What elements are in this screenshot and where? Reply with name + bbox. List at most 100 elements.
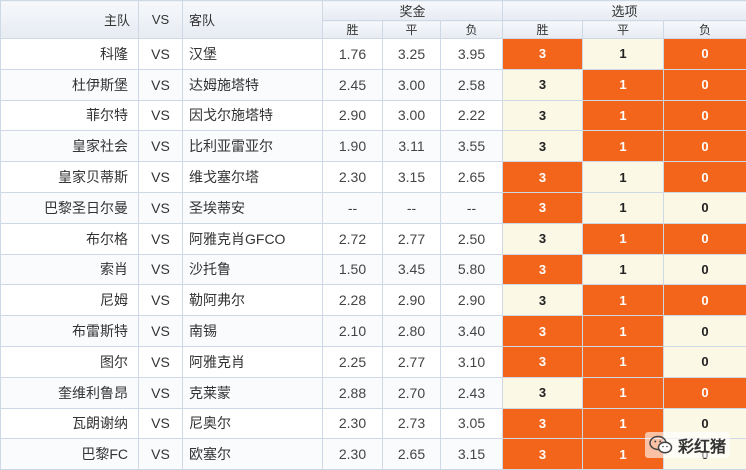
table-row: 图尔 VS 阿雅克肖 2.25 2.77 3.10 3 1 0 [0, 345, 746, 378]
option-lose[interactable]: 0 [663, 222, 746, 255]
option-draw[interactable]: 1 [582, 68, 665, 101]
option-lose[interactable]: 0 [663, 99, 746, 132]
odds-win: 2.30 [322, 407, 383, 440]
option-lose[interactable]: 0 [663, 253, 746, 286]
header-option-draw: 平 [582, 20, 665, 39]
option-draw[interactable]: 1 [582, 315, 665, 347]
option-lose[interactable]: 0 [663, 345, 746, 378]
option-draw[interactable]: 1 [582, 345, 665, 378]
option-win[interactable]: 3 [502, 161, 584, 193]
option-lose[interactable]: 0 [663, 376, 746, 409]
home-team: 巴黎圣日尔曼 [0, 191, 139, 224]
home-team: 皇家贝蒂斯 [0, 161, 139, 193]
header-bonus-draw: 平 [382, 20, 441, 39]
vs-label: VS [138, 222, 183, 255]
odds-lose: 3.15 [439, 438, 504, 470]
option-lose[interactable]: 0 [663, 191, 746, 224]
option-draw[interactable]: 1 [582, 161, 665, 193]
option-draw[interactable]: 1 [582, 284, 665, 317]
odds-win: 2.25 [322, 345, 383, 378]
table-row: 巴黎圣日尔曼 VS 圣埃蒂安 -- -- -- 3 1 0 [0, 191, 746, 224]
option-win[interactable]: 3 [502, 345, 584, 378]
table-row: 科隆 VS 汉堡 1.76 3.25 3.95 3 1 0 [0, 38, 746, 70]
option-win[interactable]: 3 [502, 38, 584, 70]
away-team: 比利亚雷亚尔 [182, 130, 323, 163]
home-team: 奎维利鲁昂 [0, 376, 139, 409]
odds-draw: 2.77 [382, 345, 441, 378]
odds-lose: 3.95 [439, 38, 504, 70]
header-away: 客队 [182, 0, 323, 39]
option-lose[interactable]: 0 [663, 161, 746, 193]
option-lose[interactable]: 0 [663, 315, 746, 347]
option-lose[interactable]: 0 [663, 130, 746, 163]
option-draw[interactable]: 1 [582, 253, 665, 286]
header-option-lose: 负 [663, 20, 746, 39]
odds-win: 2.28 [322, 284, 383, 317]
option-lose[interactable]: 0 [663, 38, 746, 70]
odds-win: 2.72 [322, 222, 383, 255]
option-win[interactable]: 3 [502, 253, 584, 286]
vs-label: VS [138, 438, 183, 470]
option-draw[interactable]: 1 [582, 99, 665, 132]
home-team: 皇家社会 [0, 130, 139, 163]
odds-lose: 2.65 [439, 161, 504, 193]
away-team: 南锡 [182, 315, 323, 347]
away-team: 阿雅克肖 [182, 345, 323, 378]
home-team: 菲尔特 [0, 99, 139, 132]
vs-label: VS [138, 253, 183, 286]
vs-label: VS [138, 99, 183, 132]
odds-lose: -- [439, 191, 504, 224]
vs-label: VS [138, 376, 183, 409]
vs-label: VS [138, 345, 183, 378]
away-team: 因戈尔施塔特 [182, 99, 323, 132]
odds-draw: 2.77 [382, 222, 441, 255]
option-win[interactable]: 3 [502, 438, 584, 470]
home-team: 巴黎FC [0, 438, 139, 470]
header-vs: VS [138, 0, 183, 39]
option-win[interactable]: 3 [502, 99, 584, 132]
option-lose[interactable]: 0 [663, 284, 746, 317]
odds-win: 2.10 [322, 315, 383, 347]
vs-label: VS [138, 315, 183, 347]
odds-lose: 2.90 [439, 284, 504, 317]
option-draw[interactable]: 1 [582, 407, 665, 440]
table-row: 菲尔特 VS 因戈尔施塔特 2.90 3.00 2.22 3 1 0 [0, 99, 746, 132]
home-team: 瓦朗谢纳 [0, 407, 139, 440]
table-row: 尼姆 VS 勒阿弗尔 2.28 2.90 2.90 3 1 0 [0, 284, 746, 317]
option-draw[interactable]: 1 [582, 191, 665, 224]
table-row: 瓦朗谢纳 VS 尼奥尔 2.30 2.73 3.05 3 1 0 [0, 407, 746, 440]
away-team: 勒阿弗尔 [182, 284, 323, 317]
odds-win: 2.30 [322, 161, 383, 193]
table-row: 布雷斯特 VS 南锡 2.10 2.80 3.40 3 1 0 [0, 315, 746, 347]
option-draw[interactable]: 1 [582, 38, 665, 70]
odds-lose: 2.43 [439, 376, 504, 409]
odds-win: 2.30 [322, 438, 383, 470]
odds-win: 1.50 [322, 253, 383, 286]
table-row: 皇家贝蒂斯 VS 维戈塞尔塔 2.30 3.15 2.65 3 1 0 [0, 161, 746, 193]
option-win[interactable]: 3 [502, 191, 584, 224]
option-win[interactable]: 3 [502, 284, 584, 317]
vs-label: VS [138, 68, 183, 101]
option-win[interactable]: 3 [502, 376, 584, 409]
odds-draw: 3.25 [382, 38, 441, 70]
header-bonus-win: 胜 [322, 20, 383, 39]
option-win[interactable]: 3 [502, 315, 584, 347]
home-team: 杜伊斯堡 [0, 68, 139, 101]
home-team: 索肖 [0, 253, 139, 286]
odds-draw: 2.80 [382, 315, 441, 347]
away-team: 克莱蒙 [182, 376, 323, 409]
home-team: 布雷斯特 [0, 315, 139, 347]
odds-lose: 3.40 [439, 315, 504, 347]
odds-win: 2.45 [322, 68, 383, 101]
option-win[interactable]: 3 [502, 130, 584, 163]
option-win[interactable]: 3 [502, 68, 584, 101]
option-draw[interactable]: 1 [582, 130, 665, 163]
option-win[interactable]: 3 [502, 407, 584, 440]
vs-label: VS [138, 38, 183, 70]
option-win[interactable]: 3 [502, 222, 584, 255]
odds-lose: 3.55 [439, 130, 504, 163]
option-draw[interactable]: 1 [582, 222, 665, 255]
home-team: 图尔 [0, 345, 139, 378]
option-draw[interactable]: 1 [582, 376, 665, 409]
option-lose[interactable]: 0 [663, 68, 746, 101]
